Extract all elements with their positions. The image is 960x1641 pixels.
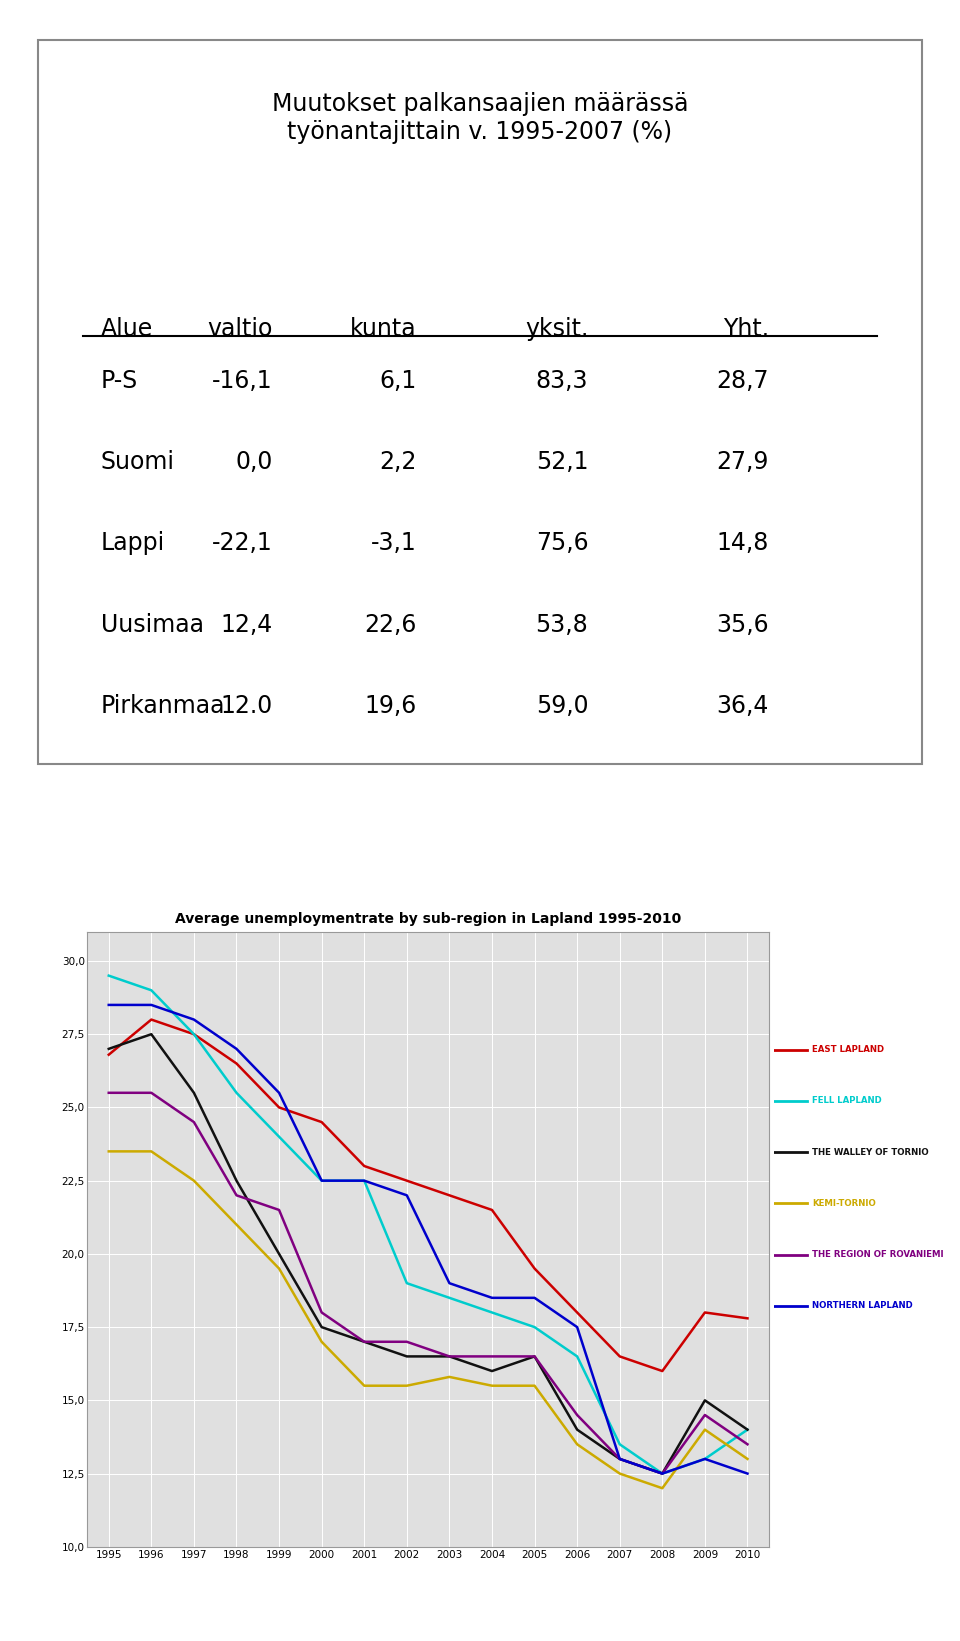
Text: -22,1: -22,1 bbox=[212, 532, 273, 555]
Text: 0,0: 0,0 bbox=[235, 450, 273, 474]
Text: REGIONAL COUNCIL
OF LAPLAND: REGIONAL COUNCIL OF LAPLAND bbox=[132, 855, 254, 878]
Text: Suomi: Suomi bbox=[101, 450, 175, 474]
Text: 22,6: 22,6 bbox=[365, 612, 417, 637]
Text: 14,8: 14,8 bbox=[716, 532, 769, 555]
Text: 35,6: 35,6 bbox=[716, 612, 769, 637]
Text: 12,4: 12,4 bbox=[220, 612, 273, 637]
Text: Lappi: Lappi bbox=[101, 532, 165, 555]
Text: Alue: Alue bbox=[101, 317, 154, 341]
Text: 27,9: 27,9 bbox=[716, 450, 769, 474]
Text: NORTHERN LAPLAND: NORTHERN LAPLAND bbox=[812, 1301, 913, 1311]
Text: 59,0: 59,0 bbox=[536, 694, 588, 717]
Text: 83,3: 83,3 bbox=[536, 369, 588, 392]
Text: Regional Council ofLapland 14.2.2010 / JM: Regional Council ofLapland 14.2.2010 / J… bbox=[708, 1574, 913, 1585]
Text: Uusimaa: Uusimaa bbox=[101, 612, 204, 637]
Text: -16,1: -16,1 bbox=[212, 369, 273, 392]
Text: Yht.: Yht. bbox=[723, 317, 769, 341]
Text: 28,7: 28,7 bbox=[716, 369, 769, 392]
Text: kunta: kunta bbox=[350, 317, 417, 341]
FancyBboxPatch shape bbox=[37, 39, 923, 763]
Text: THE WALLEY OF TORNIO: THE WALLEY OF TORNIO bbox=[812, 1147, 928, 1157]
Text: THE REGION OF ROVANIEMI: THE REGION OF ROVANIEMI bbox=[812, 1250, 944, 1259]
Text: Muutokset palkansaajien määrässä
työnantajittain v. 1995-2007 (%): Muutokset palkansaajien määrässä työnant… bbox=[272, 92, 688, 144]
Text: Pirkanmaa: Pirkanmaa bbox=[101, 694, 226, 717]
Text: LÄHDE: Lapin TE-keskus, Työvoimaosasto: LÄHDE: Lapin TE-keskus, Työvoimaosasto bbox=[47, 1574, 250, 1585]
Text: KEMI-TORNIO: KEMI-TORNIO bbox=[812, 1200, 876, 1208]
Text: 2,2: 2,2 bbox=[379, 450, 417, 474]
Text: 75,6: 75,6 bbox=[536, 532, 588, 555]
Text: P-S: P-S bbox=[101, 369, 138, 392]
Text: 53,8: 53,8 bbox=[536, 612, 588, 637]
Text: 36,4: 36,4 bbox=[716, 694, 769, 717]
Text: EAST LAPLAND: EAST LAPLAND bbox=[812, 1045, 884, 1054]
Title: Average unemploymentrate by sub-region in Lapland 1995-2010: Average unemploymentrate by sub-region i… bbox=[175, 912, 682, 927]
Text: 52,1: 52,1 bbox=[536, 450, 588, 474]
Text: FELL LAPLAND: FELL LAPLAND bbox=[812, 1096, 881, 1106]
Text: yksit.: yksit. bbox=[525, 317, 588, 341]
Text: -3,1: -3,1 bbox=[372, 532, 417, 555]
Text: valtio: valtio bbox=[207, 317, 273, 341]
Text: 12.0: 12.0 bbox=[220, 694, 273, 717]
Text: 6,1: 6,1 bbox=[379, 369, 417, 392]
Text: 19,6: 19,6 bbox=[365, 694, 417, 717]
